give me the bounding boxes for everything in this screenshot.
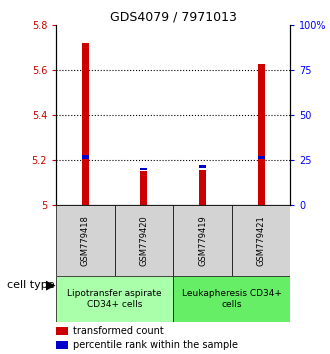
Bar	[173, 276, 290, 322]
Bar	[56, 205, 115, 276]
Bar	[258, 156, 265, 159]
Text: GSM779419: GSM779419	[198, 215, 207, 266]
Text: GSM779421: GSM779421	[257, 215, 266, 266]
Text: GSM779420: GSM779420	[140, 215, 148, 266]
Text: GSM779418: GSM779418	[81, 215, 90, 266]
Bar	[141, 168, 148, 170]
Title: GDS4079 / 7971013: GDS4079 / 7971013	[110, 11, 237, 24]
Text: Leukapheresis CD34+
cells: Leukapheresis CD34+ cells	[182, 290, 282, 309]
Bar	[199, 165, 206, 168]
Bar	[199, 170, 206, 205]
Bar	[173, 205, 232, 276]
Bar	[56, 276, 173, 322]
Bar	[258, 64, 265, 205]
Bar	[82, 155, 89, 159]
Bar	[82, 43, 89, 205]
Bar	[56, 327, 68, 335]
Bar	[115, 205, 173, 276]
Bar	[232, 205, 290, 276]
Text: percentile rank within the sample: percentile rank within the sample	[73, 341, 238, 350]
Text: transformed count: transformed count	[73, 326, 163, 336]
Bar	[56, 341, 68, 349]
Text: ▶: ▶	[46, 279, 56, 291]
Text: Lipotransfer aspirate
CD34+ cells: Lipotransfer aspirate CD34+ cells	[67, 290, 162, 309]
Bar	[141, 171, 148, 205]
Text: cell type: cell type	[7, 280, 54, 290]
